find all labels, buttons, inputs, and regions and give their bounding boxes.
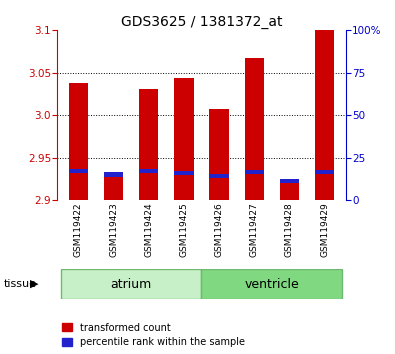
Bar (104, 172, 123, 177)
Text: GSM119428: GSM119428 (285, 202, 294, 257)
Text: GSM119427: GSM119427 (250, 202, 259, 257)
Bar (139, 169, 158, 173)
Bar (139, 89, 158, 200)
Bar (174, 78, 194, 200)
Title: GDS3625 / 1381372_at: GDS3625 / 1381372_at (121, 15, 282, 29)
Text: atrium: atrium (111, 278, 152, 291)
Bar (61, 269, 201, 299)
Legend: transformed count, percentile rank within the sample: transformed count, percentile rank withi… (62, 322, 245, 347)
Text: ▶: ▶ (30, 279, 38, 289)
Text: GSM119424: GSM119424 (144, 202, 153, 257)
Bar (201, 269, 342, 299)
Bar (209, 174, 229, 178)
Text: GSM119422: GSM119422 (74, 202, 83, 257)
Bar (174, 171, 194, 175)
Bar (245, 58, 264, 200)
Bar (245, 170, 264, 174)
Bar (280, 183, 299, 200)
Text: GSM119425: GSM119425 (179, 202, 188, 257)
Text: tissue: tissue (4, 279, 37, 289)
Text: ventricle: ventricle (245, 278, 299, 291)
Bar (209, 109, 229, 200)
Text: GSM119423: GSM119423 (109, 202, 118, 257)
Text: GSM119426: GSM119426 (214, 202, 224, 257)
Bar (69, 169, 88, 173)
Text: GSM119429: GSM119429 (320, 202, 329, 257)
Bar (315, 30, 334, 200)
Bar (104, 176, 123, 200)
Bar (280, 179, 299, 183)
Bar (315, 170, 334, 174)
Bar (69, 83, 88, 200)
